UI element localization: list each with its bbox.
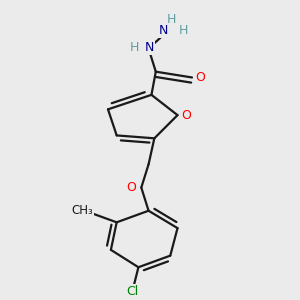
Text: H: H	[178, 24, 188, 37]
Text: H: H	[167, 13, 176, 26]
Text: N: N	[158, 24, 168, 37]
Text: Cl: Cl	[127, 285, 139, 298]
Text: H: H	[130, 41, 139, 54]
Text: CH₃: CH₃	[71, 204, 93, 217]
Text: O: O	[126, 181, 136, 194]
Text: N: N	[145, 41, 154, 54]
Text: O: O	[195, 71, 205, 84]
Text: O: O	[181, 109, 191, 122]
